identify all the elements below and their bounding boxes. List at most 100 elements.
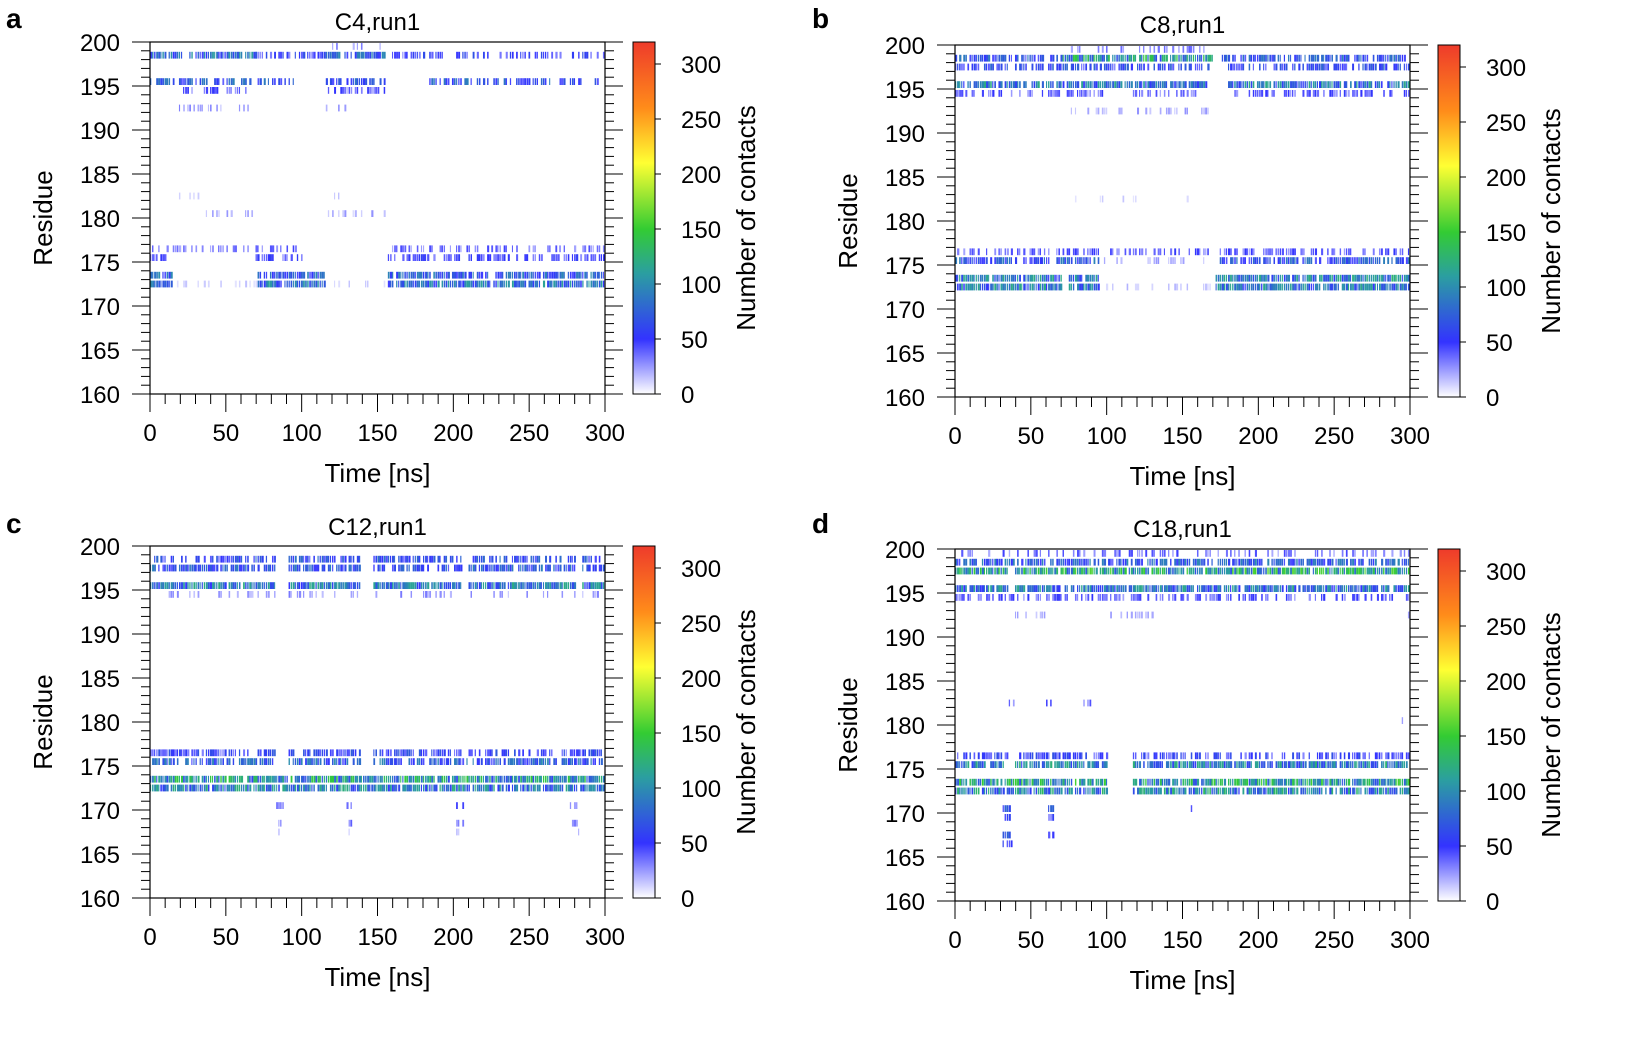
heatmap-cell [487,582,490,589]
heatmap-cell [1339,585,1342,592]
heatmap-cell [154,758,157,765]
heatmap-cell [468,582,471,589]
heatmap-cell [1252,63,1254,71]
heatmap-cell [1145,54,1147,62]
heatmap-cell [253,555,255,563]
heatmap-cell [1285,248,1288,256]
heatmap-cell [435,582,437,589]
heatmap-cell [996,778,999,786]
heatmap-cell [1387,752,1390,760]
heatmap-cell [294,758,297,765]
heatmap-cell [1118,81,1121,88]
heatmap-cell [545,775,547,783]
heatmap-cell [511,564,514,572]
heatmap-cell [1403,567,1405,575]
heatmap-cell [1192,585,1194,592]
heatmap-cell [1287,283,1290,291]
heatmap-cell [1043,611,1046,619]
heatmap-cell [1103,63,1106,71]
heatmap-cell [1399,248,1402,256]
heatmap-cell [1072,63,1075,71]
heatmap-cell [228,749,230,757]
heatmap-cell [1023,283,1026,291]
heatmap-cell [1300,54,1302,62]
heatmap-cell [1081,81,1084,88]
heatmap-cell [1052,90,1055,97]
heatmap-cell [1050,761,1053,768]
heatmap-cell [1130,54,1133,62]
heatmap-cell [429,51,431,59]
heatmap-cell [379,784,382,792]
heatmap-cell [526,582,529,589]
heatmap-cell [1201,761,1204,768]
heatmap-cell [497,280,499,288]
heatmap-cell [478,775,481,783]
heatmap-cell [445,758,448,765]
heatmap-cell [596,775,599,783]
heatmap-cell [189,192,191,200]
heatmap-cell [1054,594,1056,601]
heatmap-cell [1225,550,1228,557]
heatmap-cell [1041,283,1044,291]
heatmap-cell [398,758,400,765]
heatmap-cell [272,582,275,589]
heatmap-cell [489,280,491,288]
heatmap-cell [1000,558,1003,566]
heatmap-cell [468,775,470,783]
heatmap-cell [555,271,558,279]
heatmap-cell [1081,283,1084,291]
heatmap-cell [245,280,248,288]
heatmap-cell [280,51,282,59]
heatmap-cell [1240,283,1243,291]
heatmap-cell [551,749,553,757]
heatmap-cell [971,778,974,786]
heatmap-cell [394,775,396,783]
heatmap-cell [321,280,323,288]
heatmap-cell [499,591,502,598]
heatmap-cell [315,591,317,598]
heatmap-cell [578,775,580,783]
heatmap-cell [1323,558,1326,566]
heatmap-cell [1405,567,1408,575]
heatmap-cell [195,758,197,765]
heatmap-cell [1184,752,1186,760]
heatmap-cell [1153,567,1155,575]
heatmap-cell [286,254,288,261]
heatmap-cell [410,280,413,288]
heatmap-cell [586,582,588,589]
heatmap-cell [1172,63,1175,71]
heatmap-cell [249,78,252,85]
heatmap-cell [509,271,512,279]
heatmap-cell [205,775,207,783]
heatmap-cell [1273,585,1276,592]
heatmap-cell [973,81,976,88]
heatmap-cell [1110,567,1112,575]
heatmap-cell [203,280,206,288]
heatmap-cell [1176,761,1178,768]
heatmap-cell [1017,54,1019,62]
heatmap-cell [1159,248,1162,256]
heatmap-cell [584,271,587,279]
heatmap-cell [313,758,315,765]
heatmap-cell [516,758,519,765]
heatmap-cell [497,78,499,85]
heatmap-cell [441,775,444,783]
heatmap-cell [1391,761,1393,768]
heatmap-cell [1298,81,1300,88]
heatmap-cell [263,784,265,792]
heatmap-cell [1389,283,1391,291]
heatmap-cell [1350,248,1352,256]
heatmap-cell [150,775,152,783]
heatmap-cell [1277,558,1280,566]
heatmap-cell [199,784,202,792]
heatmap-cell [472,555,475,563]
heatmap-cell [963,778,965,786]
heatmap-cell [398,555,400,563]
heatmap-cell [385,555,388,563]
heatmap-cell [489,555,491,563]
heatmap-cell [1327,752,1329,760]
heatmap-cell [1308,54,1311,62]
heatmap-cell [1279,558,1282,566]
heatmap-cell [975,283,977,291]
